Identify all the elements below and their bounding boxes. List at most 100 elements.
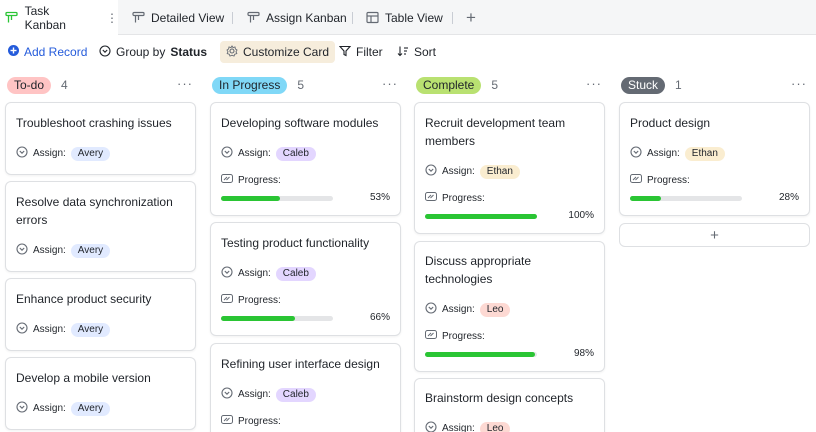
progress-fill (630, 196, 662, 201)
plus-icon: + (466, 7, 476, 27)
plus-icon: + (710, 226, 719, 244)
assignee-pill: Avery (70, 146, 111, 161)
person-icon (16, 401, 28, 416)
kanban-card[interactable]: Testing product functionality Assign: Ca… (210, 222, 401, 336)
card-title: Develop a mobile version (16, 371, 151, 385)
more-icon[interactable]: ··· (382, 76, 398, 91)
table-icon (365, 11, 379, 25)
card-title: Recruit development team members (425, 116, 566, 148)
progress-bar (221, 316, 333, 321)
assignee-pill: Leo (479, 302, 511, 317)
progress-percent: 28% (778, 192, 799, 203)
assignee-pill: Caleb (275, 266, 316, 281)
column-header: Complete 5 ··· (416, 75, 608, 95)
column-to-do: To-do 4 ··· Troubleshoot crashing issues… (5, 67, 199, 432)
group-by-button[interactable]: Group by Status (99, 41, 207, 63)
column-header: To-do 4 ··· (7, 75, 199, 95)
assign-field: Assign: Ethan (630, 146, 725, 161)
column-count: 4 (61, 78, 68, 92)
column-count: 5 (491, 78, 499, 92)
card-title: Testing product functionality (221, 236, 370, 250)
kanban-card[interactable]: Brainstorm design concepts Assign: Leo (414, 378, 605, 432)
card-title: Troubleshoot crashing issues (16, 116, 172, 130)
card-title: Refining user interface design (221, 357, 380, 371)
tab-label: Detailed View (151, 10, 225, 25)
plus-circle-icon (8, 45, 19, 59)
assign-label: Assign: (442, 166, 475, 177)
tab-task-kanban[interactable]: Task Kanban ⋮ (0, 0, 118, 35)
group-by-prefix: Group by (116, 45, 166, 59)
progress-field: Progress: (425, 192, 485, 204)
assign-label: Assign: (238, 268, 271, 279)
kanban-card[interactable]: Recruit development team members Assign:… (414, 102, 605, 234)
customize-card-button[interactable]: Customize Card (220, 41, 336, 63)
assign-label: Assign: (33, 148, 66, 159)
kanban-card[interactable]: Resolve data synchronization errors Assi… (5, 181, 196, 272)
kanban-card[interactable]: Troubleshoot crashing issues Assign: Ave… (5, 102, 196, 175)
status-tag: To-do (7, 76, 52, 94)
assign-field: Assign: Avery (16, 401, 111, 416)
more-icon[interactable]: ··· (791, 76, 807, 91)
card-title: Resolve data synchronization errors (16, 195, 173, 227)
progress-fill (221, 196, 281, 201)
tab-label: Assign Kanban (266, 10, 347, 25)
sort-label: Sort (414, 45, 437, 59)
assign-field: Assign: Caleb (221, 387, 316, 402)
assignee-pill: Ethan (479, 164, 520, 179)
group-icon (99, 44, 111, 60)
assignee-pill: Avery (70, 401, 111, 416)
progress-label: Progress: (442, 192, 485, 204)
assign-field: Assign: Caleb (221, 146, 316, 161)
assign-field: Assign: Avery (16, 243, 111, 258)
kanban-card[interactable]: Enhance product security Assign: Avery (5, 278, 196, 351)
progress-bar (630, 196, 742, 201)
filter-icon (338, 45, 352, 60)
add-record-button[interactable]: Add Record (8, 41, 87, 63)
more-icon[interactable]: ··· (177, 76, 193, 91)
person-icon (425, 302, 437, 317)
card-title: Product design (630, 116, 711, 130)
person-icon (630, 146, 642, 161)
kanban-card[interactable]: Discuss appropriate technologies Assign:… (414, 241, 605, 372)
sort-button[interactable]: Sort (397, 41, 436, 63)
progress-bar (221, 196, 333, 201)
assign-field: Assign: Leo (425, 302, 511, 317)
progress-icon (221, 294, 233, 306)
tab-menu-icon[interactable]: ⋮ (106, 10, 118, 25)
card-title: Developing software modules (221, 116, 379, 130)
tab-divider (352, 12, 353, 24)
progress-icon (221, 415, 233, 427)
status-tag: In Progress (212, 76, 288, 94)
add-view-button[interactable]: + (466, 0, 476, 35)
tab-detailed-view[interactable]: Detailed View (131, 0, 224, 35)
kanban-card[interactable]: Product design Assign: Ethan Progress: 2… (619, 102, 810, 216)
filter-button[interactable]: Filter (338, 41, 383, 63)
progress-percent: 98% (573, 348, 594, 359)
assign-field: Assign: Caleb (221, 266, 316, 281)
assign-label: Assign: (33, 245, 66, 256)
kanban-card[interactable]: Refining user interface design Assign: C… (210, 343, 401, 432)
progress-icon (630, 174, 642, 186)
add-card-button[interactable]: + (619, 223, 810, 247)
tab-assign-kanban[interactable]: Assign Kanban (246, 0, 347, 35)
person-icon (221, 387, 233, 402)
tab-label: Table View (385, 10, 443, 25)
progress-field: Progress: (630, 174, 690, 186)
assignee-pill: Caleb (275, 146, 316, 161)
progress-icon (425, 330, 437, 342)
progress-bar (425, 352, 537, 357)
progress-field: Progress: (221, 415, 281, 427)
card-title: Brainstorm design concepts (425, 391, 574, 405)
column-stuck: Stuck 1 ··· Product design Assign: Ethan… (619, 67, 813, 432)
status-tag: Stuck (621, 76, 666, 94)
tab-divider (452, 12, 453, 24)
more-icon[interactable]: ··· (586, 76, 602, 91)
customize-card-label: Customize Card (243, 45, 330, 59)
kanban-card[interactable]: Developing software modules Assign: Cale… (210, 102, 401, 216)
tab-table-view[interactable]: Table View (365, 0, 443, 35)
kanban-card[interactable]: Develop a mobile version Assign: Avery (5, 357, 196, 430)
view-tab-bar: Task Kanban ⋮ Detailed View Assign Kanba… (0, 0, 816, 35)
view-toolbar: Add Record Group by Status Customize Car… (0, 35, 816, 67)
column-count: 1 (675, 78, 682, 92)
assignee-pill: Ethan (684, 146, 725, 161)
